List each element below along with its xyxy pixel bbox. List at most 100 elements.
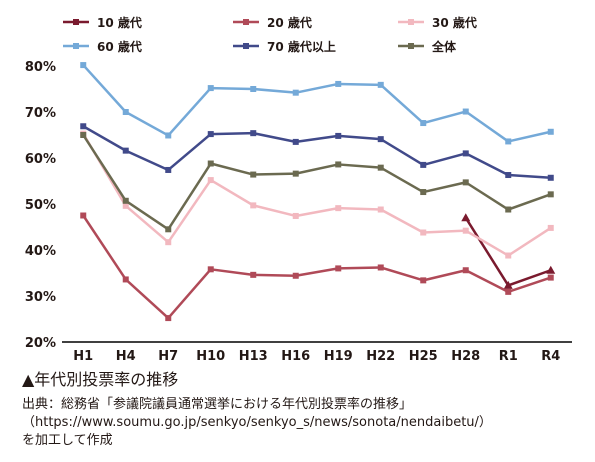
data-point xyxy=(377,206,384,213)
data-point xyxy=(335,161,342,168)
series-line xyxy=(82,134,552,231)
data-point xyxy=(547,274,554,281)
data-point xyxy=(547,128,554,135)
legend-marker xyxy=(73,43,79,49)
data-point xyxy=(292,272,299,279)
data-point xyxy=(207,177,214,184)
data-point xyxy=(292,138,299,145)
data-point xyxy=(420,189,427,196)
data-point xyxy=(462,150,469,157)
data-point xyxy=(207,85,214,92)
data-point xyxy=(505,138,512,145)
x-tick-label: R4 xyxy=(541,349,560,364)
data-point xyxy=(461,213,471,222)
data-point xyxy=(335,205,342,212)
legend-label: 60 歳代 xyxy=(97,39,142,54)
data-point xyxy=(122,197,129,204)
data-point xyxy=(335,265,342,272)
data-point xyxy=(122,147,129,154)
data-point xyxy=(165,315,172,322)
data-point xyxy=(250,202,257,209)
y-tick-label: 60% xyxy=(25,152,56,167)
data-point xyxy=(292,212,299,219)
data-point xyxy=(292,170,299,177)
data-point xyxy=(250,171,257,178)
legend-label: 70 歳代以上 xyxy=(267,39,336,54)
data-point xyxy=(420,277,427,284)
x-tick-label: H10 xyxy=(196,349,225,364)
data-point xyxy=(505,288,512,295)
x-tick-label: H19 xyxy=(324,349,353,364)
legend-marker xyxy=(243,19,249,25)
data-point xyxy=(122,109,129,115)
x-tick-label: H25 xyxy=(409,349,438,364)
legend-label: 全体 xyxy=(431,39,457,54)
data-point xyxy=(165,226,172,233)
x-tick-label: H16 xyxy=(281,349,310,364)
data-point xyxy=(462,108,469,115)
y-tick-label: 30% xyxy=(25,290,56,305)
data-point xyxy=(547,174,554,181)
data-point xyxy=(377,164,384,171)
legend-label: 20 歳代 xyxy=(267,15,312,30)
y-tick-label: 80% xyxy=(25,60,56,75)
data-point xyxy=(505,172,512,179)
series-line xyxy=(82,132,552,257)
legend-marker xyxy=(243,43,249,49)
data-point xyxy=(122,202,129,209)
legend-marker xyxy=(408,43,414,49)
data-point xyxy=(377,81,384,88)
data-point xyxy=(503,280,513,289)
data-point xyxy=(207,160,214,167)
x-tick-label: H7 xyxy=(158,349,178,364)
data-point xyxy=(547,191,554,198)
data-point xyxy=(80,123,87,130)
x-tick-label: H22 xyxy=(366,349,395,364)
x-tick-label: H13 xyxy=(239,349,268,364)
legend-label: 30 歳代 xyxy=(432,15,477,30)
data-point xyxy=(250,86,257,92)
y-tick-label: 40% xyxy=(25,244,56,259)
data-point xyxy=(505,206,512,213)
data-point xyxy=(505,252,512,259)
data-point xyxy=(80,62,87,69)
x-tick-label: R1 xyxy=(499,349,518,364)
series-line xyxy=(82,214,552,320)
data-point xyxy=(122,276,129,283)
x-tick-label: H1 xyxy=(73,349,93,364)
x-tick-label: H28 xyxy=(451,349,480,364)
y-tick-label: 50% xyxy=(25,198,56,213)
data-point xyxy=(420,161,427,168)
series-line xyxy=(464,217,552,287)
data-point xyxy=(377,264,384,271)
source-line-3: を加工して作成 xyxy=(22,433,113,448)
data-point xyxy=(420,120,427,127)
data-point xyxy=(80,132,87,138)
data-point xyxy=(462,227,469,234)
data-point xyxy=(250,130,257,137)
x-tick-label: H4 xyxy=(116,349,136,364)
legend-marker xyxy=(73,19,79,25)
legend-label: 10 歳代 xyxy=(97,15,142,30)
data-point xyxy=(207,131,214,138)
data-point xyxy=(377,136,384,143)
legend-marker xyxy=(408,19,414,25)
data-point xyxy=(165,132,172,139)
source-line-2: （https://www.soumu.go.jp/senkyo/senkyo_s… xyxy=(22,415,492,430)
source-line-1: 出典：総務省「参議院議員通常選挙における年代別投票率の推移」 xyxy=(22,397,413,412)
data-point xyxy=(462,267,469,274)
data-point xyxy=(546,265,556,274)
y-tick-label: 70% xyxy=(25,106,56,121)
data-point xyxy=(462,179,469,186)
data-point xyxy=(335,80,342,87)
data-point xyxy=(547,224,554,231)
data-point xyxy=(420,229,427,236)
data-point xyxy=(292,89,299,96)
series-line xyxy=(82,64,552,143)
data-point xyxy=(207,266,214,273)
data-point xyxy=(250,271,257,278)
data-point xyxy=(165,166,172,173)
series-line xyxy=(82,125,551,180)
chart-caption: ▲年代別投票率の推移 xyxy=(22,370,179,389)
data-point xyxy=(80,212,87,219)
